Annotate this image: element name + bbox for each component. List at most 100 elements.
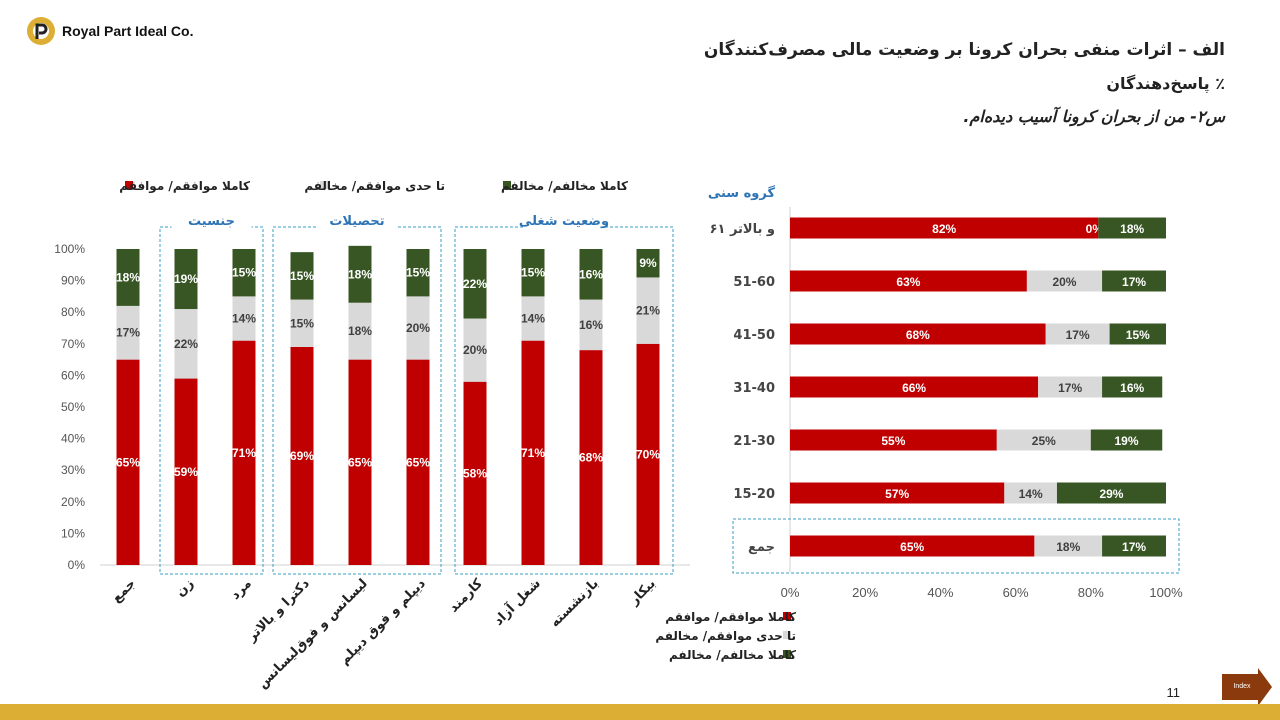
x-tick-label: 40%: [927, 585, 953, 600]
bar-segment: [1004, 482, 1057, 504]
y-tick-label: 20%: [61, 495, 85, 509]
legend-label: کاملا مخالفم/ مخالفم: [669, 648, 796, 662]
logo-icon: [27, 17, 55, 45]
group-label-bg: [524, 211, 604, 231]
data-label: 68%: [906, 328, 930, 342]
data-label: 18%: [348, 324, 372, 338]
bar-segment: [1102, 270, 1166, 292]
bar-segment: [1102, 376, 1163, 398]
bar-segment: [1102, 535, 1166, 557]
data-label: 17%: [116, 326, 140, 340]
data-label: 66%: [902, 381, 926, 395]
category-label: 31-40: [733, 381, 775, 396]
legend-label: کاملا موافقم/ موافقم: [119, 179, 250, 194]
bar-segment: [232, 340, 256, 565]
group-box: [454, 226, 674, 575]
question-text: س۲- من از بحران کرونا آسیب دیده‌ام.: [963, 107, 1225, 126]
data-label: 20%: [406, 321, 430, 335]
legend-swatch: [783, 650, 791, 658]
bar-segment: [174, 378, 198, 565]
data-label: 17%: [1066, 328, 1090, 342]
data-label: 21%: [636, 304, 660, 318]
x-tick-label: 60%: [1003, 585, 1029, 600]
data-label: 14%: [521, 312, 545, 326]
category-label: جمع: [748, 540, 775, 555]
bar-segment: [790, 270, 1027, 292]
bar-segment: [406, 359, 430, 565]
data-label: 20%: [1052, 275, 1076, 289]
legend-swatch: [320, 181, 328, 189]
data-label: 55%: [881, 434, 905, 448]
data-label: 14%: [232, 312, 256, 326]
bar-segment: [116, 359, 140, 565]
bar-segment: [1109, 323, 1166, 345]
bar-segment: [348, 245, 372, 303]
bar-segment: [579, 249, 603, 300]
data-label: 22%: [463, 277, 487, 291]
data-label: 16%: [579, 267, 603, 281]
data-label: 71%: [521, 446, 545, 460]
group-label: جنسیت: [188, 214, 235, 229]
legend-label: کاملا موافقم/ موافقم: [665, 610, 796, 625]
data-label: 17%: [1122, 275, 1146, 289]
data-label: 18%: [116, 270, 140, 284]
data-label: 15%: [1126, 328, 1150, 342]
data-label: 16%: [1120, 381, 1144, 395]
data-label: 15%: [521, 266, 545, 280]
bar-segment: [290, 346, 314, 565]
category-label: 51-60: [733, 275, 775, 290]
bar-segment: [790, 429, 997, 451]
data-label: 17%: [1058, 381, 1082, 395]
bar-segment: [463, 249, 487, 319]
data-label: 59%: [174, 465, 198, 479]
bar-segment: [521, 340, 545, 565]
bar-segment: [790, 535, 1035, 557]
chart-title: گروه سنی: [708, 185, 776, 201]
data-label: 71%: [232, 446, 256, 460]
bar-segment: [521, 249, 545, 297]
data-label: 18%: [1056, 540, 1080, 554]
company-name: Royal Part Ideal Co.: [62, 23, 194, 39]
group-label: تحصیلات: [329, 214, 384, 229]
bar-segment: [1098, 217, 1166, 239]
bar-segment: [290, 299, 314, 347]
category-label: ۶۱ و بالاتر: [710, 222, 775, 237]
y-tick-label: 80%: [61, 305, 85, 319]
bar-segment: [1026, 270, 1103, 292]
stacked-column-chart: 0% 10% 20% 30% 40% 50% 60% 70% 80% 90% 100% جنسیت تح…: [54, 179, 690, 692]
slide-title-block: الف – اثرات منفی بحران کرونا بر وضعیت ما…: [704, 40, 1225, 126]
y-tick-label: 30%: [61, 463, 85, 477]
index-button[interactable]: Index: [1222, 668, 1274, 706]
bar-segment: [1045, 323, 1110, 345]
legend-swatch: [783, 631, 791, 639]
y-tick-label: 70%: [61, 337, 85, 351]
x-tick-label: 0%: [781, 585, 800, 600]
data-label: 25%: [1032, 434, 1056, 448]
bar-segment: [790, 217, 1099, 239]
legend-swatch: [783, 612, 791, 620]
bar-segment: [232, 249, 256, 297]
data-label: 15%: [232, 266, 256, 280]
category-label: 21-30: [733, 434, 775, 449]
data-label: 63%: [896, 275, 920, 289]
y-tick-label: 10%: [61, 526, 85, 540]
data-label: 20%: [463, 343, 487, 357]
data-label: 57%: [885, 487, 909, 501]
arrow-right-icon: [1222, 668, 1272, 706]
data-label: 14%: [1019, 487, 1043, 501]
data-label: 65%: [116, 455, 140, 469]
y-tick-label: 60%: [61, 368, 85, 382]
data-label: 15%: [290, 316, 314, 330]
group-box: [272, 226, 442, 575]
data-label: 58%: [463, 466, 487, 480]
bar-segment: [116, 305, 140, 360]
data-label: 69%: [290, 449, 314, 463]
x-tick-label: 100%: [1149, 585, 1183, 600]
slide-title: الف – اثرات منفی بحران کرونا بر وضعیت ما…: [703, 40, 1225, 60]
bar-segment: [116, 249, 140, 306]
bar-segment: [1090, 429, 1163, 451]
data-label: 18%: [348, 267, 372, 281]
bar-segment: [579, 350, 603, 565]
bar-segment: [463, 381, 487, 565]
group-label: وضعیت شغلی: [519, 214, 609, 229]
